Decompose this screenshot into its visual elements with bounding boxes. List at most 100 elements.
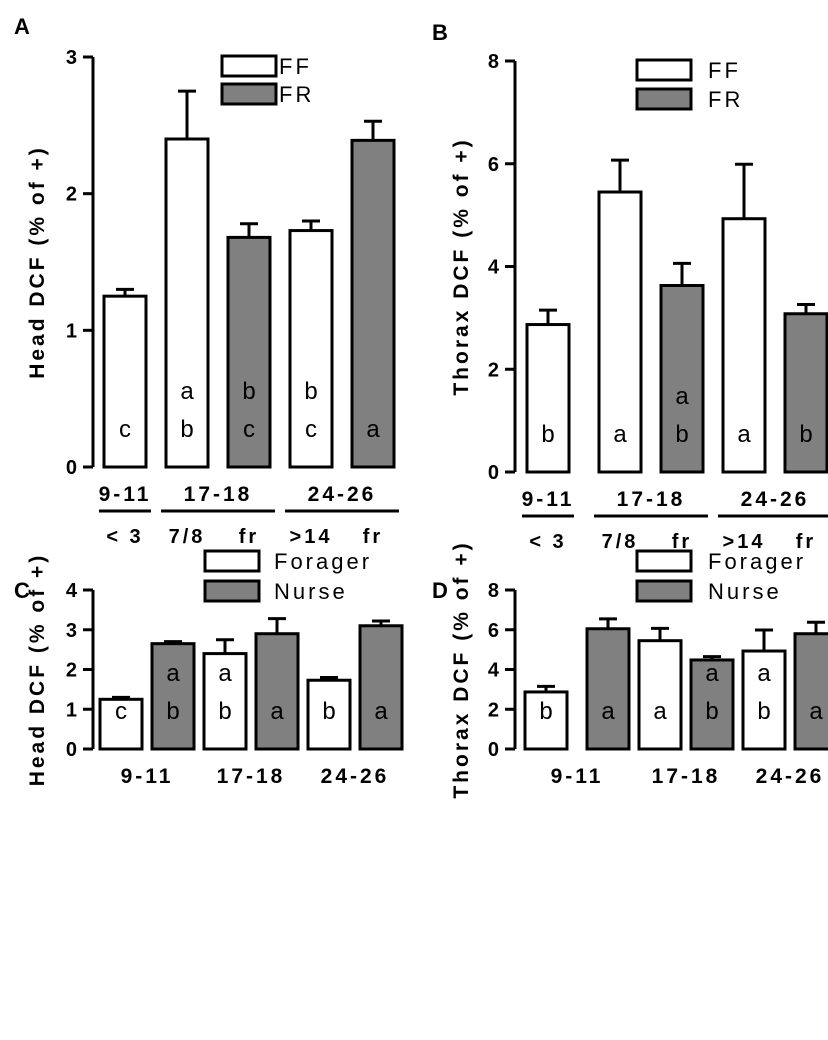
bar	[150, 642, 196, 751]
significance-letter: a	[601, 698, 615, 725]
y-tick-label: 4	[66, 580, 78, 602]
y-axis-label: Thorax DCF (% of +)	[450, 137, 473, 395]
x-group-label: 17-18	[184, 483, 253, 506]
significance-letter: a	[653, 698, 667, 725]
y-tick-label: 1	[66, 320, 77, 342]
significance-letter: a	[366, 416, 380, 443]
y-tick-label: 2	[488, 359, 499, 381]
bar	[202, 652, 248, 751]
bar	[637, 639, 683, 751]
significance-letter: a	[270, 698, 284, 725]
x-group-label: 24-26	[756, 765, 825, 788]
y-tick-label: 2	[66, 184, 77, 206]
significance-letter: b	[218, 698, 231, 725]
bar	[306, 678, 352, 751]
significance-letter: a	[675, 383, 689, 410]
y-tick-label: 6	[488, 620, 499, 642]
y-tick-label: 8	[488, 580, 499, 602]
legend-swatch	[220, 54, 278, 78]
legend-label: FF	[708, 58, 741, 83]
significance-letter: b	[180, 416, 193, 443]
y-tick-label: 4	[488, 257, 500, 279]
x-sublabel: 7/8	[169, 526, 206, 548]
legend-label: Nurse	[708, 579, 782, 604]
x-group-label: 9-11	[551, 765, 604, 788]
x-group-label: 24-26	[308, 483, 377, 506]
x-sublabel: < 3	[529, 531, 566, 553]
x-group-label: 9-11	[99, 483, 152, 506]
significance-letter: a	[218, 660, 232, 687]
bar	[597, 190, 643, 474]
x-sublabel: < 3	[106, 526, 143, 548]
y-axis-label: Thorax DCF (% of +)	[450, 540, 473, 798]
bar	[288, 229, 334, 469]
bar	[164, 137, 210, 469]
y-tick-label: 0	[66, 457, 77, 479]
y-tick-label: 6	[488, 154, 499, 176]
bar	[523, 690, 569, 751]
x-group-label: 24-26	[321, 765, 390, 788]
significance-letter: b	[799, 421, 812, 448]
legend-label: FR	[279, 82, 314, 107]
y-tick-label: 4	[488, 660, 500, 682]
significance-letter: c	[305, 416, 317, 443]
significance-letter: c	[243, 416, 255, 443]
significance-letter: b	[541, 421, 554, 448]
legend-label: FF	[279, 54, 312, 79]
bar	[783, 312, 828, 474]
x-sublabel: fr	[796, 531, 816, 553]
bar	[525, 323, 571, 474]
legend-label: Forager	[708, 549, 806, 574]
bar	[689, 658, 735, 751]
y-tick-label: 0	[488, 462, 499, 484]
legend-label: Nurse	[274, 579, 348, 604]
significance-letter: b	[322, 698, 335, 725]
significance-letter: a	[809, 698, 823, 725]
y-axis-label: Head DCF (% of +)	[26, 145, 49, 379]
significance-letter: a	[737, 421, 751, 448]
x-group-label: 9-11	[522, 488, 575, 511]
significance-letter: c	[115, 698, 127, 725]
panel-letter: C	[14, 578, 30, 603]
panel-letter: B	[432, 20, 448, 45]
bar	[102, 294, 148, 469]
significance-letter: c	[119, 416, 131, 443]
bar	[254, 632, 300, 751]
y-tick-label: 0	[488, 739, 499, 761]
significance-letter: b	[757, 698, 770, 725]
legend-label: Forager	[274, 549, 372, 574]
bar	[585, 627, 631, 751]
significance-letter: a	[757, 660, 771, 687]
bar	[793, 632, 828, 751]
x-group-label: 17-18	[652, 765, 721, 788]
legend-label: FR	[708, 87, 743, 112]
significance-letter: a	[166, 660, 180, 687]
y-tick-label: 3	[66, 47, 77, 69]
significance-letter: a	[180, 378, 194, 405]
x-sublabel: fr	[672, 531, 692, 553]
y-axis-label: Head DCF (% of +)	[26, 553, 49, 787]
legend-swatch	[220, 82, 278, 106]
significance-letter: b	[166, 698, 179, 725]
y-tick-label: 2	[488, 699, 499, 721]
x-group-label: 24-26	[741, 488, 810, 511]
x-sublabel: 7/8	[602, 531, 639, 553]
panel-letter: D	[432, 578, 448, 603]
legend-swatch	[635, 579, 693, 603]
bar	[358, 624, 404, 751]
y-tick-label: 3	[66, 620, 77, 642]
significance-letter: b	[705, 698, 718, 725]
legend-swatch	[635, 58, 693, 82]
bar	[350, 138, 396, 469]
bar	[659, 284, 705, 474]
x-group-label: 17-18	[217, 765, 286, 788]
bar	[721, 217, 767, 474]
significance-letter: b	[539, 698, 552, 725]
y-tick-label: 2	[66, 660, 77, 682]
significance-letter: b	[304, 378, 317, 405]
